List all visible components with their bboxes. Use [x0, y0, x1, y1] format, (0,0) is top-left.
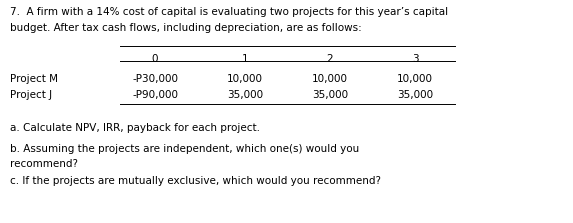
- Text: 35,000: 35,000: [312, 90, 348, 100]
- Text: c. If the projects are mutually exclusive, which would you recommend?: c. If the projects are mutually exclusiv…: [10, 176, 381, 186]
- Text: 10,000: 10,000: [227, 74, 263, 84]
- Text: 10,000: 10,000: [397, 74, 433, 84]
- Text: 10,000: 10,000: [312, 74, 348, 84]
- Text: 7.  A firm with a 14% cost of capital is evaluating two projects for this year’s: 7. A firm with a 14% cost of capital is …: [10, 7, 448, 17]
- Text: recommend?: recommend?: [10, 159, 78, 169]
- Text: 0: 0: [152, 54, 158, 64]
- Text: Project J: Project J: [10, 90, 52, 100]
- Text: 35,000: 35,000: [227, 90, 263, 100]
- Text: a. Calculate NPV, IRR, payback for each project.: a. Calculate NPV, IRR, payback for each …: [10, 123, 260, 133]
- Text: -P90,000: -P90,000: [132, 90, 178, 100]
- Text: -P30,000: -P30,000: [132, 74, 178, 84]
- Text: 2: 2: [327, 54, 333, 64]
- Text: 1: 1: [242, 54, 248, 64]
- Text: budget. After tax cash flows, including depreciation, are as follows:: budget. After tax cash flows, including …: [10, 23, 362, 33]
- Text: 35,000: 35,000: [397, 90, 433, 100]
- Text: Project M: Project M: [10, 74, 58, 84]
- Text: 3: 3: [411, 54, 418, 64]
- Text: b. Assuming the projects are independent, which one(s) would you: b. Assuming the projects are independent…: [10, 144, 359, 154]
